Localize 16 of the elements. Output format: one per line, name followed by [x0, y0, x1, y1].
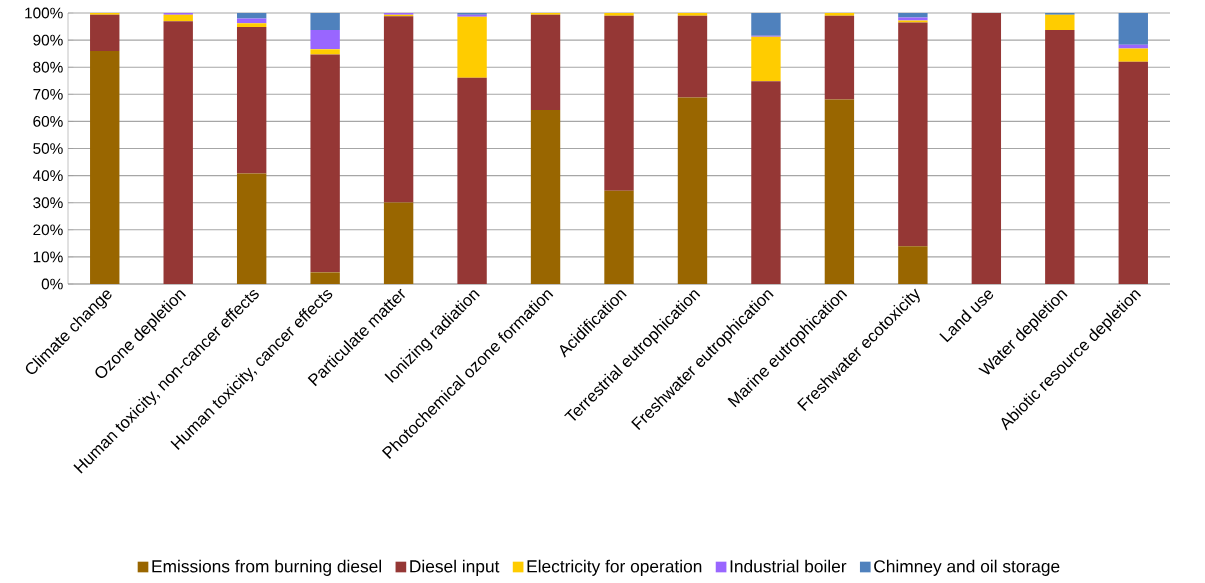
legend-label: Industrial boiler [730, 559, 847, 573]
y-tick-label: 60% [33, 115, 63, 127]
y-tick-label: 30% [33, 197, 63, 209]
legend-label: Diesel input [410, 559, 500, 576]
y-tick-label: 20% [33, 224, 63, 236]
y-tick-label: 40% [32, 170, 63, 182]
legend-label: Emissions from burning diesel [152, 559, 382, 576]
y-tick-label: 80% [33, 61, 63, 73]
legend-label: Chimney and oil storage [874, 559, 1060, 576]
y-tick-label: 10% [33, 251, 63, 263]
y-tick-label: 90% [33, 34, 63, 46]
y-tick-label: 0% [41, 278, 63, 290]
y-tick-label: 100% [25, 7, 63, 19]
y-tick-label: 70% [33, 88, 63, 100]
y-tick-label: 50% [33, 143, 63, 154]
legend-label: Electricity for operation [527, 559, 702, 576]
